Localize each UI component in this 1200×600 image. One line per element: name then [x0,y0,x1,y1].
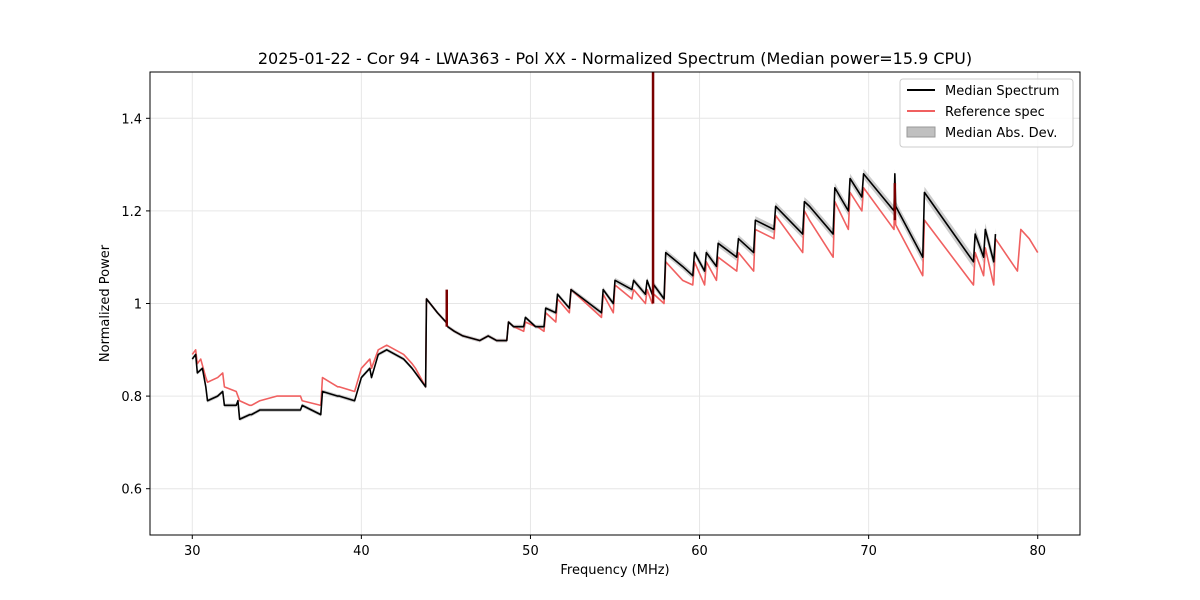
series-layer [191,72,1039,421]
legend-mad-label: Median Abs. Dev. [945,126,1057,141]
mad-band [192,168,996,422]
y-tick-label: 1.2 [121,205,142,220]
x-tick-label: 80 [1029,544,1046,559]
x-tick-label: 30 [184,544,201,559]
median-abs-dev-band [192,168,996,422]
legend-median-label: Median Spectrum [945,84,1059,99]
reference-spec-line [191,186,1039,407]
x-tick-label: 50 [522,544,539,559]
x-tick-label: 40 [353,544,370,559]
legend-mad-swatch [906,126,936,138]
legend: Median Spectrum Reference spec Median Ab… [899,78,1074,148]
y-tick-label: 1.4 [121,112,142,127]
y-tick-label: 0.8 [121,390,142,405]
y-tick-label: 1 [134,298,142,313]
chart-title: 2025-01-22 - Cor 94 - LWA363 - Pol XX - … [258,49,972,68]
x-tick-label: 70 [860,544,877,559]
legend-box [899,78,1074,148]
y-axis-label: Normalized Power [98,244,113,362]
x-axis-label: Frequency (MHz) [560,563,669,578]
x-tick-label: 60 [691,544,708,559]
axis-ticks: 30 40 50 60 70 80 0.6 0.8 1 1.2 1.4 [121,112,1046,559]
legend-reference-label: Reference spec [945,105,1045,120]
median-spectrum-line [191,173,997,421]
y-tick-label: 0.6 [121,483,142,498]
grid [150,72,1080,535]
